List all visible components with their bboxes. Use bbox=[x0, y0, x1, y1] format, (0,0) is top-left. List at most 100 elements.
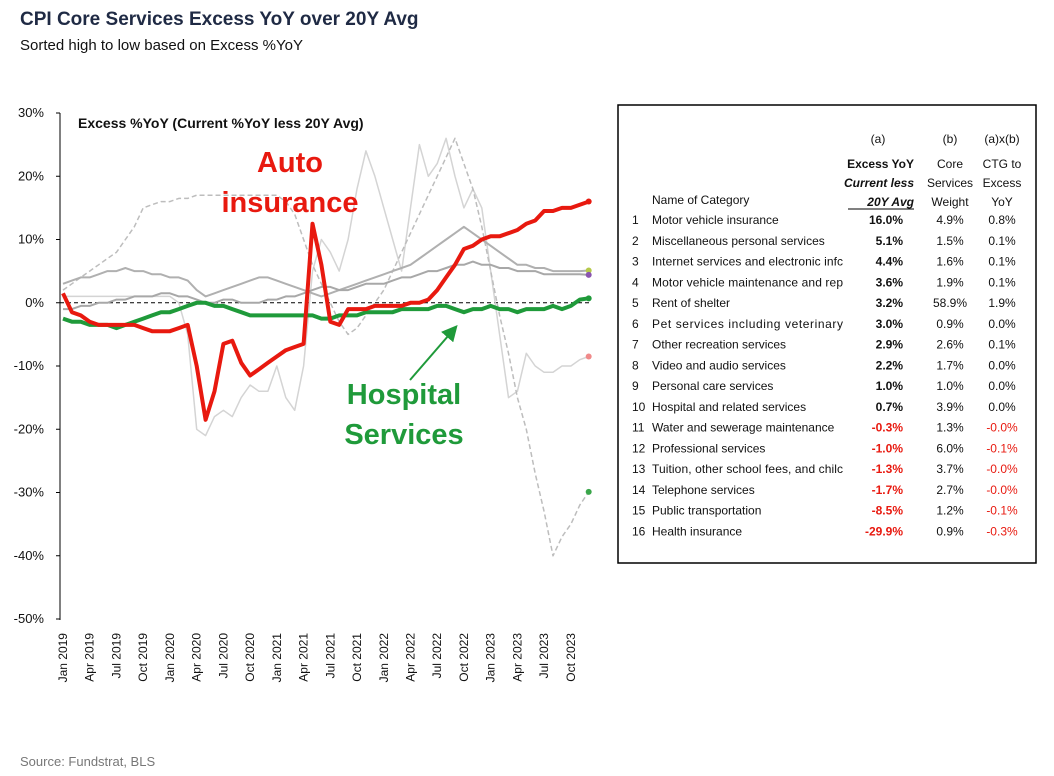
x-tick-label: Oct 2019 bbox=[136, 633, 150, 682]
column-header: CTG to bbox=[983, 157, 1022, 171]
excess: 3.6% bbox=[876, 275, 904, 289]
x-tick-label: Jul 2023 bbox=[537, 633, 551, 679]
excess: 1.0% bbox=[876, 379, 904, 393]
row-number: 7 bbox=[632, 338, 639, 352]
ctg: -0.0% bbox=[986, 483, 1018, 497]
end-dot bbox=[585, 488, 592, 495]
x-tick-label: Apr 2021 bbox=[297, 633, 311, 682]
weight: 1.7% bbox=[936, 358, 964, 372]
x-tick-label: Jul 2019 bbox=[109, 633, 123, 679]
end-dot bbox=[585, 353, 592, 360]
column-tag: (a) bbox=[871, 132, 886, 146]
source: Source: Fundstrat, BLS bbox=[20, 754, 155, 769]
y-tick-label: -20% bbox=[14, 421, 45, 436]
row-name: Personal care services bbox=[652, 379, 773, 393]
x-tick-label: Jul 2021 bbox=[323, 633, 337, 679]
chart-title: CPI Core Services Excess YoY over 20Y Av… bbox=[20, 9, 419, 30]
y-tick-label: -40% bbox=[14, 548, 45, 563]
y-tick-label: -50% bbox=[14, 611, 45, 626]
row-name: Rent of shelter bbox=[652, 296, 730, 310]
ctg: 0.0% bbox=[988, 358, 1016, 372]
x-tick-label: Oct 2022 bbox=[457, 633, 471, 682]
row-name: Tuition, other school fees, and chilc bbox=[652, 462, 843, 476]
row-number: 6 bbox=[632, 317, 639, 331]
weight: 3.9% bbox=[936, 400, 964, 414]
column-header: Weight bbox=[931, 195, 969, 209]
column-header: Core bbox=[937, 157, 963, 171]
x-tick-label: Apr 2019 bbox=[83, 633, 97, 682]
row-name: Internet services and electronic infc bbox=[652, 255, 843, 269]
row-number: 14 bbox=[632, 483, 646, 497]
weight: 1.2% bbox=[936, 504, 964, 518]
excess: -8.5% bbox=[872, 504, 904, 518]
annotation: Auto bbox=[257, 147, 323, 179]
name-header: Name of Category bbox=[652, 193, 749, 207]
column-header: Current less bbox=[844, 176, 914, 190]
row-number: 8 bbox=[632, 358, 639, 372]
excess: -29.9% bbox=[865, 524, 903, 538]
weight: 1.9% bbox=[936, 275, 964, 289]
annotation: Hospital bbox=[347, 379, 461, 411]
ctg: -0.0% bbox=[986, 421, 1018, 435]
row-number: 10 bbox=[632, 400, 646, 414]
ctg: 0.1% bbox=[988, 275, 1016, 289]
row-number: 15 bbox=[632, 504, 646, 518]
row-number: 9 bbox=[632, 379, 639, 393]
excess: -0.3% bbox=[872, 421, 904, 435]
column-tag: (a)x(b) bbox=[984, 132, 1019, 146]
x-tick-label: Apr 2023 bbox=[510, 633, 524, 682]
weight: 1.0% bbox=[936, 379, 964, 393]
row-name: Public transportation bbox=[652, 504, 761, 518]
ctg: 0.1% bbox=[988, 338, 1016, 352]
row-number: 4 bbox=[632, 275, 639, 289]
x-tick-label: Jan 2020 bbox=[163, 633, 177, 683]
ctg: -0.1% bbox=[986, 441, 1018, 455]
ctg: 0.0% bbox=[988, 379, 1016, 393]
ctg: 0.1% bbox=[988, 255, 1016, 269]
weight: 3.7% bbox=[936, 462, 964, 476]
y-tick-label: 10% bbox=[18, 232, 44, 247]
x-tick-label: Jan 2019 bbox=[56, 633, 70, 683]
series-line bbox=[61, 199, 590, 422]
column-header: Services bbox=[927, 176, 973, 190]
row-name: Professional services bbox=[652, 441, 765, 455]
table-frame bbox=[617, 104, 1037, 564]
column-tag: (b) bbox=[943, 132, 958, 146]
annotation: insurance bbox=[222, 187, 359, 219]
end-dot bbox=[585, 271, 592, 278]
row-name: Hospital and related services bbox=[652, 400, 806, 414]
weight: 1.6% bbox=[936, 255, 964, 269]
ctg: 0.1% bbox=[988, 234, 1016, 248]
row-name: Motor vehicle maintenance and rep bbox=[652, 275, 843, 289]
row-number: 16 bbox=[632, 524, 646, 538]
row-name: Water and sewerage maintenance bbox=[652, 421, 835, 435]
series-line bbox=[62, 296, 589, 331]
row-number: 12 bbox=[632, 441, 646, 455]
excess: 4.4% bbox=[876, 255, 904, 269]
x-tick-label: Jan 2021 bbox=[270, 633, 284, 683]
ctg: 0.0% bbox=[988, 400, 1016, 414]
weight: 1.5% bbox=[936, 234, 964, 248]
row-name: Motor vehicle insurance bbox=[652, 213, 779, 227]
excess: 2.9% bbox=[876, 338, 904, 352]
row-name: Telephone services bbox=[652, 483, 755, 497]
row-number: 3 bbox=[632, 255, 639, 269]
row-number: 5 bbox=[632, 296, 639, 310]
row-name: Video and audio services bbox=[652, 358, 786, 372]
weight: 2.7% bbox=[936, 483, 964, 497]
annotation: Services bbox=[344, 419, 463, 451]
row-number: 11 bbox=[632, 421, 645, 435]
weight: 4.9% bbox=[936, 213, 964, 227]
excess: -1.3% bbox=[872, 462, 904, 476]
excess: 3.2% bbox=[876, 296, 904, 310]
x-tick-label: Jan 2023 bbox=[484, 633, 498, 683]
x-tick-label: Jul 2020 bbox=[216, 633, 230, 679]
column-header: Excess bbox=[983, 176, 1022, 190]
x-tick-label: Oct 2023 bbox=[564, 633, 578, 682]
x-tick-label: Apr 2020 bbox=[190, 633, 204, 682]
row-name: Health insurance bbox=[652, 524, 742, 538]
ctg: 0.0% bbox=[988, 317, 1016, 331]
end-dot bbox=[585, 295, 592, 302]
y-tick-label: 0% bbox=[25, 295, 44, 310]
row-name: Other recreation services bbox=[652, 338, 786, 352]
